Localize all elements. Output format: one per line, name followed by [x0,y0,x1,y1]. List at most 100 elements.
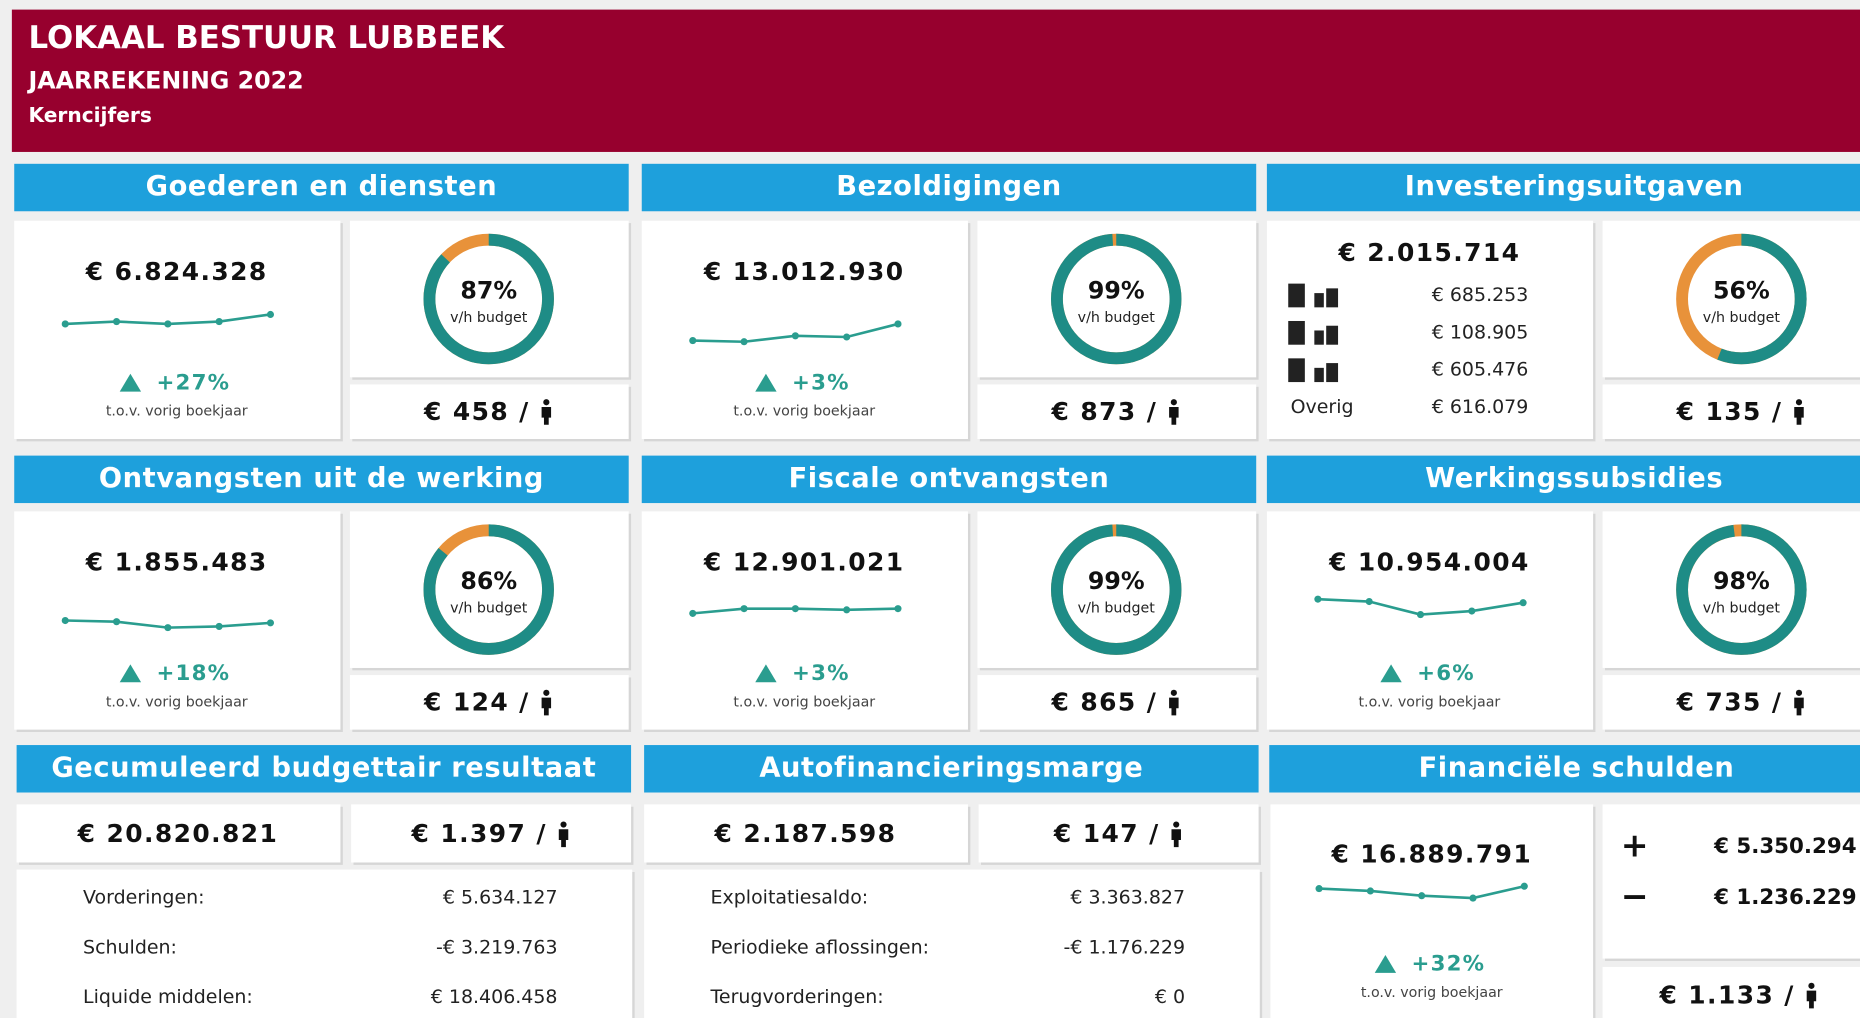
person-body [1171,829,1181,848]
up-arrow [119,664,142,683]
card-title: Ontvangsten uit de werking [99,463,544,494]
person-icon [1169,689,1179,716]
donut-arc [423,233,554,365]
item-amount: € 605.476 [1432,359,1529,381]
donut-arc [423,524,554,655]
sparkline-point [1520,882,1528,890]
up-arrow [1380,664,1402,683]
sparkline-point [1315,885,1323,893]
card [644,869,1260,1018]
sparkline-point [1314,595,1322,603]
change: +3% [792,370,850,395]
amount: € 6.824.328 [85,257,268,286]
person-body [541,697,552,716]
sparkline-point [1469,894,1477,902]
sparkline-point [689,336,697,345]
sparkline-point [740,338,748,346]
card [641,511,968,730]
amount: € 16.889.791 [1330,839,1532,868]
title-bar [1266,163,1860,212]
change: +32% [1412,952,1486,977]
row-label: Exploitatiesaldo: [711,887,869,909]
person-icon [1794,399,1804,425]
sparkline-point [164,624,172,632]
card [1266,511,1594,730]
change: +6% [1417,661,1475,686]
amount: € 20.820.821 [77,819,279,848]
per-capita: € 135 / [1676,397,1783,426]
title-bar [14,455,629,504]
card [1602,384,1860,440]
card [977,511,1257,668]
row-label: Terugvorderingen: [710,986,884,1008]
sparkline-point [164,320,172,328]
item-amount: € 685.253 [1432,284,1529,306]
icon-part [1288,283,1305,308]
person-head [1795,689,1803,696]
card [978,804,1259,863]
change-note: t.o.v. vorig boekjaar [106,404,248,420]
sparkline-point [1365,597,1373,606]
person-icon [1171,821,1181,848]
item-icon [1288,320,1339,345]
row-value: -€ 1.176.229 [1064,936,1185,958]
card [977,220,1257,378]
icon-part [1314,293,1324,308]
card [1602,966,1860,1018]
donut-label: 86% [460,567,517,595]
sparkline-point [689,609,697,617]
card-title: Bezoldigingen [836,171,1062,202]
person-icon [1794,689,1804,716]
person-icon [1806,982,1817,1009]
donut-arc [1676,524,1807,655]
title-bar [16,745,632,793]
donut-caption: v/h budget [1078,310,1156,326]
header-title: LOKAAL BESTUUR LUBBEEK [28,20,505,56]
person-head [1808,982,1815,989]
person-body [1169,406,1179,425]
icon-part [1314,330,1324,345]
card [1266,220,1594,440]
amount: € 2.187.598 [714,819,897,848]
item-amount: € 616.079 [1432,396,1529,418]
movement-amount: € 5.350.294 [1713,834,1856,859]
icon-part [1288,320,1305,345]
card [1602,675,1860,730]
change: +18% [156,661,230,686]
person-head [543,399,550,406]
per-capita: € 124 / [423,688,530,717]
person-body [558,829,569,848]
change-note: t.o.v. vorig boekjaar [1361,985,1503,1001]
movement-sign: − [1621,877,1649,916]
card [641,220,968,440]
person-head [1173,821,1180,828]
card-title: Werkingssubsidies [1425,463,1723,494]
up-arrow [755,373,777,392]
amount: € 12.901.021 [703,548,905,577]
amount: € 13.012.930 [703,257,905,286]
card [349,384,629,440]
person-body [1794,697,1804,716]
per-capita: € 873 / [1051,397,1158,426]
donut-caption: v/h budget [450,601,528,617]
card [1270,804,1594,1018]
up-arrow [119,373,142,392]
header-subtitle: JAARREKENING 2022 [26,66,303,94]
card [1602,511,1860,668]
sparkline-point [843,606,851,614]
card [14,220,341,440]
donut-caption: v/h budget [1078,601,1156,617]
card [351,804,632,863]
donut-caption: v/h budget [450,310,528,326]
movement-amount: € 1.236.229 [1713,885,1856,910]
card-title: Financiële schulden [1419,752,1735,783]
title-bar [641,163,1257,212]
donut-arc [1050,524,1182,655]
icon-part [1314,367,1324,383]
person-body [541,406,552,425]
change-note: t.o.v. vorig boekjaar [733,404,875,420]
person-icon [541,399,552,425]
sparkline-point [61,616,69,625]
title-bar [1266,455,1860,504]
